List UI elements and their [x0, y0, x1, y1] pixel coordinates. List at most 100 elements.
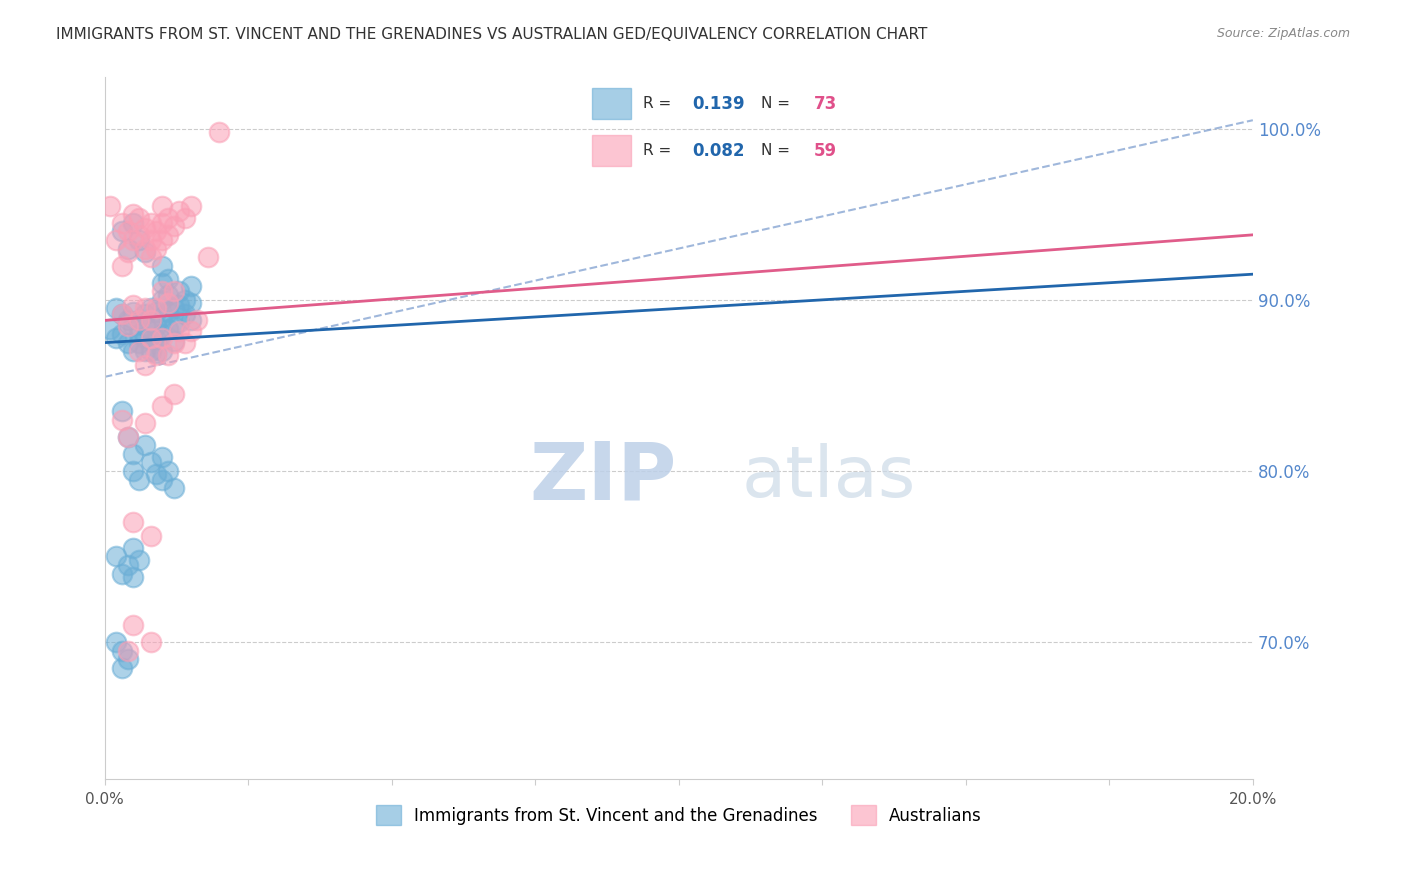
Point: [117, 224, 139, 238]
Point: [145, 346, 167, 360]
Point: [145, 332, 167, 346]
Point: [156, 272, 179, 286]
Point: [139, 330, 162, 344]
Point: [139, 216, 162, 230]
Point: [150, 310, 173, 324]
Point: [128, 335, 150, 350]
Point: [145, 318, 167, 333]
Point: [139, 635, 162, 649]
Point: [139, 315, 162, 329]
Point: [111, 307, 134, 321]
Point: [128, 327, 150, 342]
Point: [117, 430, 139, 444]
Point: [162, 335, 184, 350]
Point: [134, 318, 156, 333]
Text: 0.082: 0.082: [693, 142, 745, 160]
Text: N =: N =: [761, 96, 794, 111]
Point: [134, 344, 156, 359]
Bar: [592, 88, 631, 119]
Point: [128, 313, 150, 327]
Point: [111, 661, 134, 675]
Point: [150, 327, 173, 342]
Point: [134, 301, 156, 316]
Point: [117, 244, 139, 259]
Text: 73: 73: [814, 95, 837, 112]
Point: [111, 259, 134, 273]
Point: [208, 125, 231, 139]
Point: [174, 293, 197, 307]
Point: [145, 224, 167, 238]
Point: [105, 330, 128, 344]
Point: [169, 298, 191, 312]
Point: [117, 318, 139, 333]
Point: [105, 549, 128, 564]
Legend: Immigrants from St. Vincent and the Grenadines, Australians: Immigrants from St. Vincent and the Gren…: [367, 797, 990, 834]
Point: [117, 643, 139, 657]
Point: [117, 242, 139, 256]
Point: [180, 296, 202, 310]
Text: N =: N =: [761, 144, 794, 158]
Point: [156, 322, 179, 336]
Point: [156, 296, 179, 310]
Point: [145, 242, 167, 256]
Point: [169, 285, 191, 299]
Point: [150, 276, 173, 290]
Point: [145, 305, 167, 319]
Point: [139, 455, 162, 469]
Text: atlas: atlas: [742, 442, 917, 512]
Point: [180, 199, 202, 213]
Point: [134, 358, 156, 372]
Point: [174, 211, 197, 225]
Point: [122, 216, 145, 230]
Point: [122, 305, 145, 319]
Point: [128, 227, 150, 242]
Point: [145, 348, 167, 362]
Point: [122, 207, 145, 221]
Point: [134, 416, 156, 430]
Bar: [592, 136, 631, 166]
Point: [128, 211, 150, 225]
Point: [156, 305, 179, 319]
Point: [150, 473, 173, 487]
Point: [156, 287, 179, 301]
Point: [122, 233, 145, 247]
Text: 0.0%: 0.0%: [86, 792, 124, 807]
Point: [105, 635, 128, 649]
Point: [134, 438, 156, 452]
Point: [105, 301, 128, 316]
Point: [180, 279, 202, 293]
Point: [122, 318, 145, 333]
Point: [162, 318, 184, 333]
Point: [156, 464, 179, 478]
Point: [117, 313, 139, 327]
Point: [117, 335, 139, 350]
Point: [150, 344, 173, 359]
Point: [162, 387, 184, 401]
Point: [162, 334, 184, 348]
Point: [111, 307, 134, 321]
Point: [169, 324, 191, 338]
Point: [150, 259, 173, 273]
Point: [134, 242, 156, 256]
Point: [162, 301, 184, 316]
Text: 20.0%: 20.0%: [1229, 792, 1277, 807]
Point: [162, 285, 184, 299]
Text: 0.139: 0.139: [693, 95, 745, 112]
Point: [150, 450, 173, 465]
Point: [139, 330, 162, 344]
Text: Source: ZipAtlas.com: Source: ZipAtlas.com: [1216, 27, 1350, 40]
Point: [122, 464, 145, 478]
Point: [111, 412, 134, 426]
Point: [150, 330, 173, 344]
Point: [122, 298, 145, 312]
Text: R =: R =: [643, 96, 676, 111]
Point: [122, 344, 145, 359]
Point: [197, 250, 219, 264]
Point: [156, 348, 179, 362]
Point: [169, 315, 191, 329]
Point: [150, 233, 173, 247]
Point: [117, 430, 139, 444]
Point: [150, 285, 173, 299]
Point: [145, 301, 167, 316]
Point: [111, 327, 134, 342]
